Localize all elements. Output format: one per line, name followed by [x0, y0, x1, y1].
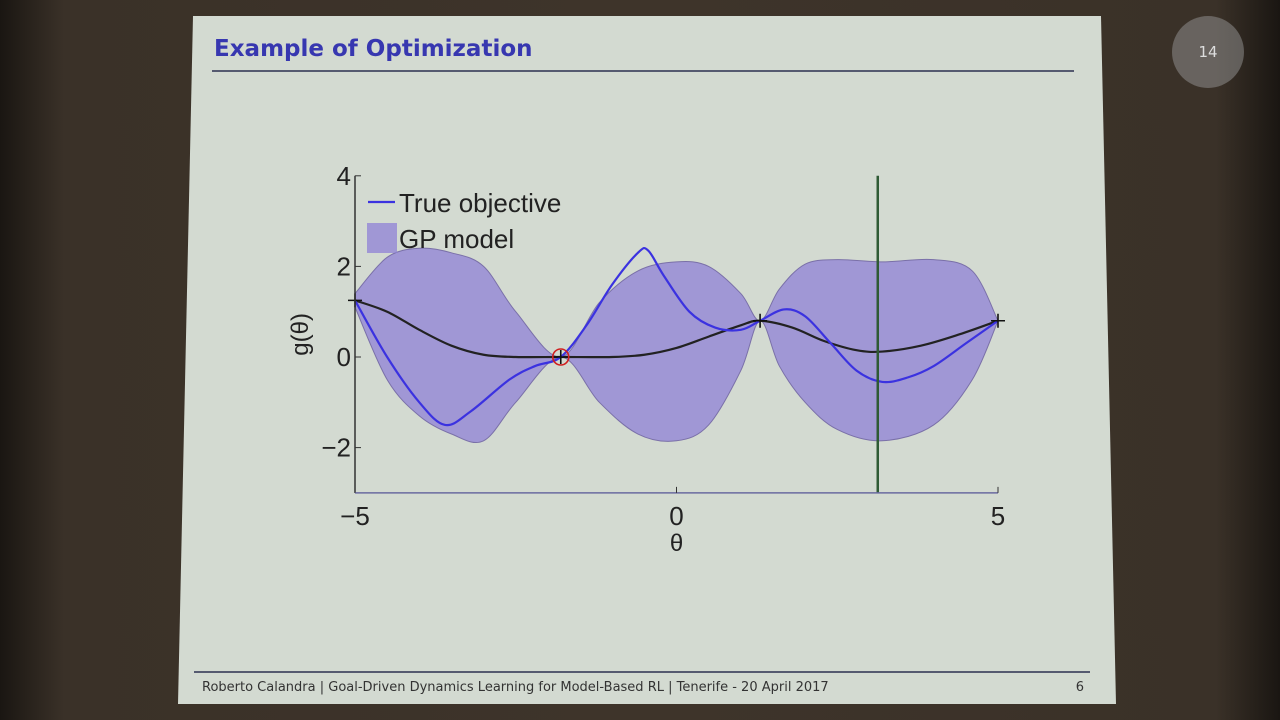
footer-rule	[194, 671, 1090, 673]
legend-gp-model-swatch	[367, 223, 397, 253]
slide-title: Example of Optimization	[214, 36, 533, 62]
legend-gp-model-label: GP model	[399, 224, 514, 254]
slide-page-number: 6	[1075, 680, 1084, 695]
slide-footer: Roberto Calandra | Goal-Driven Dynamics …	[202, 680, 829, 695]
true-objective-line	[354, 247, 999, 427]
x-tick-label: 0	[669, 501, 683, 531]
y-tick-label: 4	[337, 161, 351, 191]
y-axis-label: g(θ)	[287, 313, 314, 356]
best-point-marker	[551, 348, 570, 366]
gp-mean-line	[354, 299, 999, 359]
observation-marker	[553, 350, 568, 364]
observation-marker	[753, 313, 768, 328]
legend-true-objective-label: True objective	[399, 188, 561, 218]
observation-marker	[991, 313, 1005, 328]
x-tick-label: −5	[340, 501, 370, 531]
y-tick-label: 0	[337, 342, 351, 372]
slide-counter-badge: 14	[1172, 16, 1244, 88]
y-tick-label: −2	[321, 433, 351, 463]
x-tick-label: 5	[991, 501, 1005, 531]
x-axis-label: θ	[670, 530, 683, 557]
title-rule	[212, 70, 1074, 72]
y-tick-label: 2	[337, 251, 351, 281]
